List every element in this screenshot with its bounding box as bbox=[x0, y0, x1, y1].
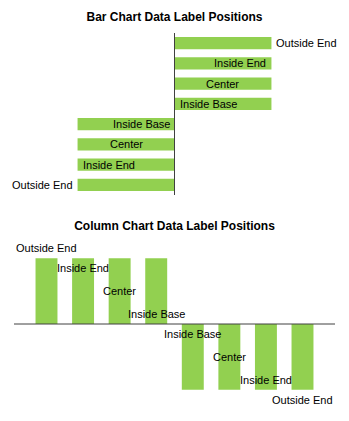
svg-text:Center: Center bbox=[213, 351, 246, 363]
svg-text:Inside End: Inside End bbox=[57, 262, 109, 274]
svg-text:Inside Base: Inside Base bbox=[128, 308, 185, 320]
svg-text:Inside Base: Inside Base bbox=[113, 118, 170, 130]
svg-text:Outside End: Outside End bbox=[16, 242, 77, 254]
svg-text:Bar Chart Data Label Positions: Bar Chart Data Label Positions bbox=[86, 10, 262, 24]
svg-text:Outside End: Outside End bbox=[272, 394, 333, 406]
svg-text:Inside Base: Inside Base bbox=[164, 328, 221, 340]
svg-text:Center: Center bbox=[110, 138, 143, 150]
svg-text:Inside Base: Inside Base bbox=[180, 98, 237, 110]
svg-text:Outside End: Outside End bbox=[276, 37, 337, 49]
svg-text:Column Chart Data Label Positi: Column Chart Data Label Positions bbox=[74, 219, 275, 233]
svg-text:Outside End: Outside End bbox=[12, 179, 73, 191]
svg-text:Inside End: Inside End bbox=[83, 159, 135, 171]
svg-text:Inside End: Inside End bbox=[240, 374, 292, 386]
svg-text:Inside End: Inside End bbox=[214, 57, 266, 69]
svg-text:Center: Center bbox=[103, 285, 136, 297]
svg-text:Center: Center bbox=[206, 78, 239, 90]
